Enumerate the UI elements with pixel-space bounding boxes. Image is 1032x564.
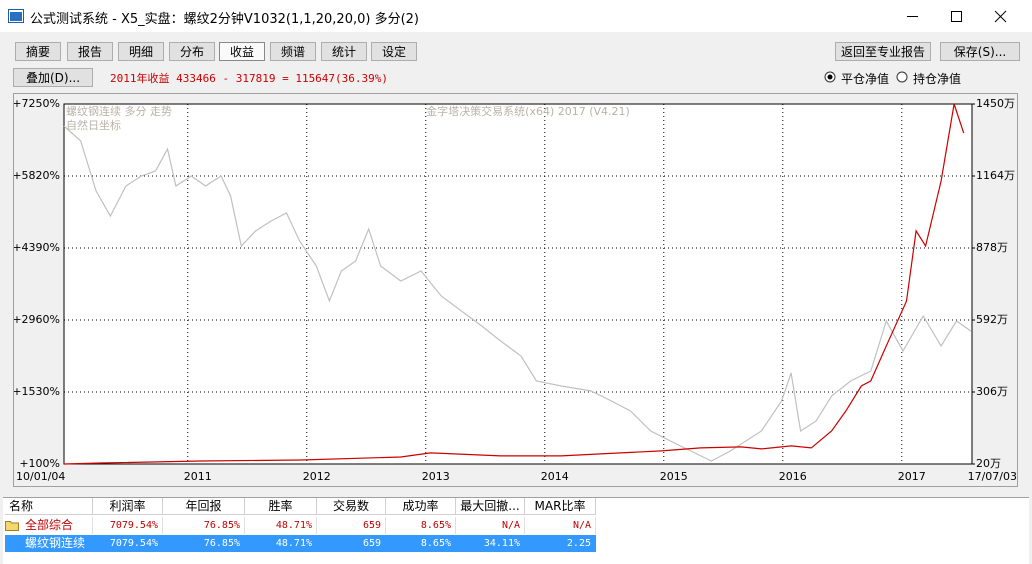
- column-header[interactable]: 年回报: [163, 498, 245, 515]
- app-icon: [8, 9, 24, 23]
- column-header[interactable]: MAR比率: [525, 498, 596, 515]
- y-tick-label: +2960%: [14, 313, 60, 326]
- y-tick-label: +100%: [19, 457, 60, 470]
- x-tick-label: 17/07/03: [968, 470, 1017, 483]
- title-bar: 公式测试系统 - X5_实盘：螺纹2分钟V1032(1,1,20,20,0) 多…: [0, 0, 1032, 32]
- x-tick-label: 2016: [779, 470, 807, 483]
- y-tick-label: +5820%: [14, 169, 60, 182]
- table-cell[interactable]: 76.85%: [163, 535, 245, 552]
- report-button[interactable]: 返回至专业报告: [835, 42, 931, 61]
- table-cell[interactable]: 659: [317, 517, 386, 534]
- watermark: 金字塔决策交易系统(x64) 2017 (V4.21): [426, 104, 630, 118]
- column-header[interactable]: 成功率: [386, 498, 456, 515]
- x-tick-label: 2014: [541, 470, 569, 483]
- y-tick-label: +1530%: [14, 385, 60, 398]
- y-tick-label: +4390%: [14, 241, 60, 254]
- series-line: [63, 103, 965, 465]
- radio-label[interactable]: 平仓净值: [841, 72, 890, 86]
- tab-button[interactable]: 统计: [321, 42, 367, 61]
- watermark: 螺纹钢连续 多分 走势: [66, 104, 172, 118]
- table-cell[interactable]: 48.71%: [245, 517, 317, 534]
- radio-label[interactable]: 持仓净值: [913, 72, 962, 86]
- table-cell[interactable]: N/A: [525, 517, 596, 534]
- y2-tick-label: 306万: [976, 385, 1008, 398]
- table-cell[interactable]: 7079.54%: [93, 535, 163, 552]
- table-cell[interactable]: 螺纹钢连续: [21, 535, 93, 552]
- tab-button[interactable]: 分布: [169, 42, 215, 61]
- tab-button[interactable]: 频谱: [270, 42, 316, 61]
- tab-button[interactable]: 报告: [67, 42, 113, 61]
- y2-tick-label: 1450万: [976, 97, 1015, 110]
- x-tick-label: 2015: [660, 470, 688, 483]
- table-cell[interactable]: 8.65%: [386, 517, 456, 534]
- window-title: 公式测试系统 - X5_实盘：螺纹2分钟V1032(1,1,20,20,0) 多…: [30, 12, 419, 27]
- x-tick-label: 2012: [303, 470, 331, 483]
- chart-panel: +100% +1530% +2960% +4390% +5820% +7250% 20万 30…: [12, 93, 1018, 487]
- y-tick-label: +7250%: [14, 97, 60, 110]
- folder-icon: [5, 521, 19, 531]
- tab-button[interactable]: 设定: [371, 42, 417, 61]
- plot-area: [63, 103, 973, 465]
- series-line: [63, 125, 972, 462]
- y2-tick-label: 878万: [976, 241, 1008, 254]
- table-cell[interactable]: 76.85%: [163, 517, 245, 534]
- radio-off[interactable]: [896, 71, 908, 83]
- watermark: 自然日坐标: [66, 118, 121, 132]
- table-cell[interactable]: 34.11%: [456, 535, 525, 552]
- y2-tick-label: 592万: [976, 313, 1008, 326]
- x-tick-label: 10/01/04: [16, 470, 65, 483]
- tab-button[interactable]: 摘要: [15, 42, 61, 61]
- table-cell[interactable]: 48.71%: [245, 535, 317, 552]
- column-header[interactable]: 最大回撤...: [456, 498, 525, 515]
- x-tick-label: 2017: [898, 470, 926, 483]
- table-cell[interactable]: 659: [317, 535, 386, 552]
- chart: +100% +1530% +2960% +4390% +5820% +7250% 20万 30…: [12, 97, 1017, 483]
- column-header[interactable]: 胜率: [245, 498, 317, 515]
- column-header[interactable]: 利润率: [93, 498, 163, 515]
- column-header[interactable]: 名称: [5, 498, 93, 515]
- table-cell[interactable]: 全部综合: [21, 517, 93, 534]
- column-header[interactable]: 交易数: [317, 498, 386, 515]
- x-tick-label: 2011: [184, 470, 212, 483]
- table-cell[interactable]: N/A: [456, 517, 525, 534]
- result-table: S 名称利润率年回报胜率交易数成功率最大回撤...MAR比率全部综合7079.5…: [3, 497, 1029, 564]
- row-highlight[interactable]: [5, 535, 596, 552]
- radio-on[interactable]: [824, 71, 836, 83]
- overlay-button[interactable]: 叠加(D)...: [13, 68, 93, 87]
- y2-tick-label: 20万: [976, 457, 1001, 470]
- save-button[interactable]: 保存(S)...: [940, 42, 1020, 61]
- profit-text: 2011年收益 433466 - 317819 = 115647(36.39%): [110, 72, 389, 85]
- tab-button[interactable]: 收益: [219, 42, 265, 61]
- y2-tick-label: 1164万: [976, 169, 1015, 182]
- tab-button[interactable]: 明细: [118, 42, 164, 61]
- table-cell[interactable]: 2.25: [525, 535, 596, 552]
- table-cell[interactable]: 7079.54%: [93, 517, 163, 534]
- table-cell[interactable]: 8.65%: [386, 535, 456, 552]
- x-tick-label: 2013: [422, 470, 450, 483]
- window-controls[interactable]: [890, 0, 1032, 32]
